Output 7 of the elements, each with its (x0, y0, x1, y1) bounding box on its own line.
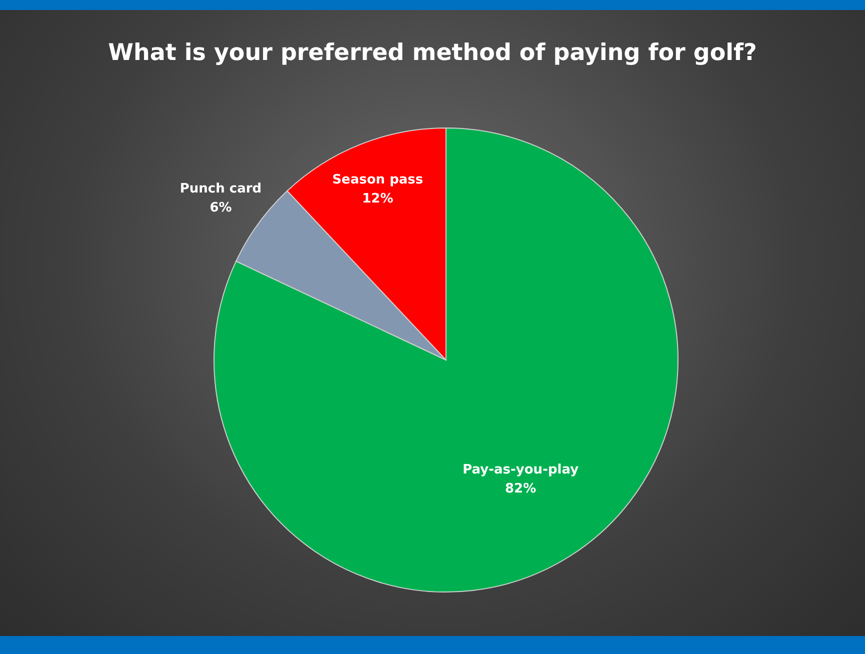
chart-title: What is your preferred method of paying for golf? (107, 40, 758, 66)
data-label: 12% (362, 191, 394, 206)
slice-label: Punch card (180, 181, 262, 196)
slice-label: Season pass (332, 172, 424, 188)
data-label: 6% (210, 200, 232, 216)
slice-label: Pay-as-you-play (462, 462, 580, 478)
data-label: 82% (505, 482, 536, 497)
